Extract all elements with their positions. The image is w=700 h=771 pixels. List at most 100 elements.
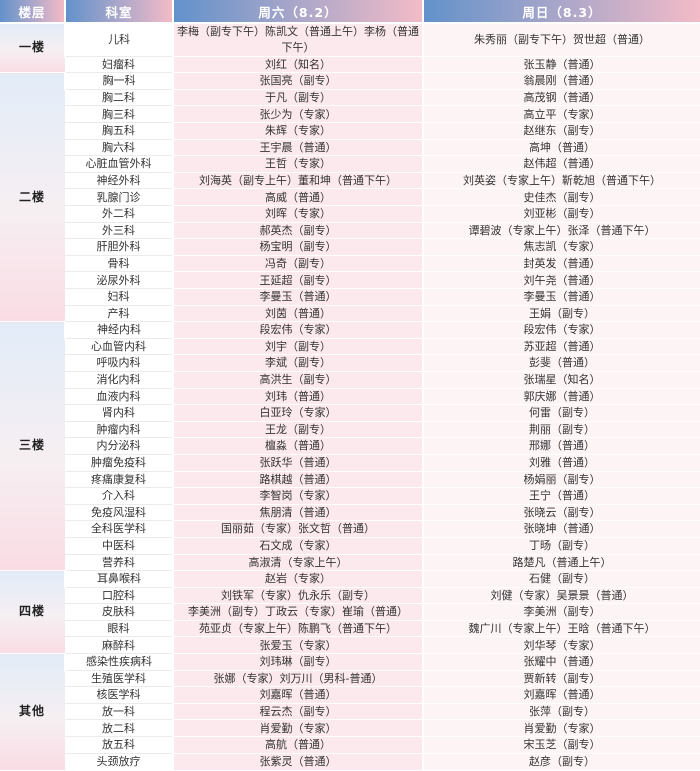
department-cell: 放二科 [65, 719, 173, 737]
saturday-schedule-cell: 焦朋清（普通） [172, 503, 423, 521]
saturday-schedule-cell: 张少为（专家） [172, 105, 423, 123]
sunday-schedule-cell: 张晓坤（普通） [422, 520, 700, 538]
saturday-schedule-cell: 刘宇（副专） [172, 337, 423, 355]
sunday-schedule-cell: 魏广川（专家上午）王晗（普通下午） [422, 619, 700, 637]
saturday-schedule-cell: 冯奇（副专） [172, 254, 423, 272]
saturday-schedule-cell: 高威（普通） [172, 188, 423, 206]
sunday-schedule-cell: 封英发（普通） [422, 254, 700, 272]
sunday-schedule-cell: 郭庆娜（普通） [422, 387, 700, 405]
table-row: 放二科 肖爱勤（专家） 肖爱勤（专家） [0, 719, 700, 737]
saturday-schedule-cell: 檀淼（普通） [172, 437, 423, 455]
table-row: 口腔科 刘铁军（专家）仇永乐（副专） 刘健（专家）吴景景（普通） [0, 586, 700, 604]
department-cell: 乳腺门诊 [65, 188, 173, 206]
sunday-schedule-cell: 高立平（专家） [422, 105, 700, 123]
table-row: 二楼 胸一科 张国亮（副专） 翁晨刚（普通） [0, 72, 700, 322]
sunday-schedule-cell: 王宁（普通） [422, 487, 700, 505]
table-row: 肿瘤内科 王龙（副专） 荆丽（副专） [0, 420, 700, 438]
saturday-schedule-cell: 赵岩（专家） [172, 570, 423, 588]
sunday-schedule-cell: 丁旸（副专） [422, 536, 700, 554]
department-cell: 免疫风湿科 [65, 503, 173, 521]
department-cell: 血液内科 [65, 387, 173, 405]
floor-cell: 四楼 [0, 570, 65, 654]
table-row: 肿瘤免疫科 张跃华（普通） 刘雅（普通） [0, 453, 700, 472]
sunday-schedule-cell: 荆丽（副专） [422, 420, 700, 438]
sunday-schedule-cell: 赵继东（副专） [422, 122, 700, 140]
table-row: 乳腺门诊 高威（普通） 史佳杰（副专） [0, 188, 700, 206]
table-row: 妇瘤科 刘红（知名） 张玉静（普通） [0, 55, 700, 73]
table-row: 血液内科 刘玮（普通） 郭庆娜（普通） [0, 387, 700, 405]
sunday-schedule-cell: 张瑞星（知名） [422, 370, 700, 389]
saturday-schedule-cell: 李曼玉（普通） [172, 288, 423, 306]
table-row: 外二科 刘晖（专家） 刘亚彬（副专） [0, 205, 700, 223]
table-row: 其他 感染性疾病科 刘玮琳（副专） 张耀中（普通） [0, 653, 700, 770]
table-row: 神经外科 刘海英（副专上午）董和坤（普通下午） 刘英姿（专家上午）靳乾旭（普通下午） [0, 171, 700, 189]
saturday-schedule-cell: 王宇晨（普通） [172, 138, 423, 156]
sunday-schedule-cell: 邢娜（普通） [422, 437, 700, 455]
saturday-schedule-cell: 刘铁军（专家）仇永乐（副专） [172, 586, 423, 604]
header-row: 楼层 科室 周六（8.2） 周日（8.3） [0, 0, 700, 24]
department-cell: 中医科 [65, 536, 173, 554]
sunday-schedule-cell: 赵彦（副专） [422, 752, 700, 770]
saturday-schedule-cell: 白亚玲（专家） [172, 404, 423, 422]
sunday-schedule-cell: 宋玉芝（副专） [422, 736, 700, 754]
department-cell: 呼吸内科 [65, 354, 173, 372]
saturday-schedule-cell: 张爱玉（专家） [172, 636, 423, 654]
sunday-schedule-cell: 刘午尧（普通） [422, 271, 700, 289]
saturday-schedule-cell: 刘玮琳（副专） [172, 653, 423, 671]
department-cell: 眼科 [65, 619, 173, 637]
table-row: 肝胆外科 杨宝明（副专） 焦志凯（专家） [0, 238, 700, 256]
saturday-schedule-cell: 张娜（专家）刘万川（男科-普通） [172, 669, 423, 687]
sunday-schedule-cell: 李曼玉（普通） [422, 288, 700, 306]
table-row: 中医科 石文成（专家） 丁旸（副专） [0, 536, 700, 554]
table-row: 胸五科 朱辉（专家） 赵继东（副专） [0, 122, 700, 140]
saturday-schedule-cell: 李美洲（副专）丁政云（专家）崔瑜（普通） [172, 603, 423, 621]
department-cell: 泌尿外科 [65, 271, 173, 289]
sunday-schedule-cell: 石健（副专） [422, 570, 700, 588]
department-cell: 胸三科 [65, 105, 173, 123]
table-row: 内分泌科 檀淼（普通） 邢娜（普通） [0, 437, 700, 455]
sunday-schedule-cell: 苏亚超（普通） [422, 337, 700, 355]
department-cell: 生殖医学科 [65, 669, 173, 687]
sunday-schedule-cell: 朱秀丽（副专下午）贺世超（普通） [422, 22, 700, 57]
table-row: 妇科 李曼玉（普通） 李曼玉（普通） [0, 288, 700, 306]
saturday-schedule-cell: 张跃华（普通） [172, 453, 423, 472]
table-row: 核医学科 刘嘉晖（普通） 刘嘉晖（普通） [0, 686, 700, 704]
department-cell: 肾内科 [65, 404, 173, 422]
saturday-schedule-cell: 刘海英（副专上午）董和坤（普通下午） [172, 171, 423, 189]
saturday-schedule-cell: 刘红（知名） [172, 55, 423, 73]
table-row: 消化内科 高洪生（副专） 张瑞星（知名） [0, 370, 700, 389]
saturday-schedule-cell: 刘玮（普通） [172, 387, 423, 405]
table-row: 四楼 耳鼻喉科 赵岩（专家） 石健（副专） [0, 570, 700, 654]
table-row: 心脏血管外科 王哲（专家） 赵伟超（普通） [0, 155, 700, 173]
department-cell: 妇瘤科 [65, 55, 173, 73]
sunday-schedule-cell: 李美洲（副专） [422, 603, 700, 621]
header-floor: 楼层 [0, 0, 65, 24]
department-cell: 胸五科 [65, 122, 173, 140]
saturday-schedule-cell: 王延超（副专） [172, 271, 423, 289]
floor-cell: 其他 [0, 653, 65, 770]
sunday-schedule-cell: 彭斐（普通） [422, 354, 700, 372]
table-row: 营养科 高淑清（专家上午） 路楚凡（普通上午） [0, 553, 700, 571]
sunday-schedule-cell: 高坤（普通） [422, 138, 700, 156]
department-cell: 外二科 [65, 205, 173, 223]
department-cell: 神经内科 [64, 321, 173, 339]
table-row: 胸二科 于凡（副专） 高茂钢（普通） [0, 88, 700, 106]
saturday-schedule-cell: 国丽茹（专家）张文哲（普通） [172, 520, 423, 538]
department-cell: 胸一科 [64, 72, 173, 90]
sunday-schedule-cell: 张玉静（普通） [422, 55, 700, 73]
sunday-schedule-cell: 张晓云（副专） [422, 503, 700, 521]
sunday-schedule-cell: 肖爱勤（专家） [422, 719, 700, 737]
saturday-schedule-cell: 刘茵（普通） [172, 304, 423, 322]
department-cell: 麻醉科 [65, 636, 173, 654]
saturday-schedule-cell: 苑亚贞（专家上午）陈鹏飞（普通下午） [172, 619, 423, 637]
department-cell: 介入科 [65, 487, 173, 505]
department-cell: 耳鼻喉科 [64, 570, 173, 588]
table-row: 头颈放疗 张紫灵（普通） 赵彦（副专） [0, 752, 700, 770]
saturday-schedule-cell: 张国亮（副专） [172, 72, 423, 90]
department-cell: 胸六科 [65, 138, 173, 156]
saturday-schedule-cell: 路棋越（普通） [172, 470, 423, 488]
department-cell: 感染性疾病科 [64, 653, 173, 671]
schedule-table-body: 一楼 儿科 李梅（副专下午）陈凯文（普通上午）李杨（普通下午） 朱秀丽（副专下午）贺世… [0, 22, 700, 770]
department-cell: 肿瘤免疫科 [65, 453, 173, 472]
